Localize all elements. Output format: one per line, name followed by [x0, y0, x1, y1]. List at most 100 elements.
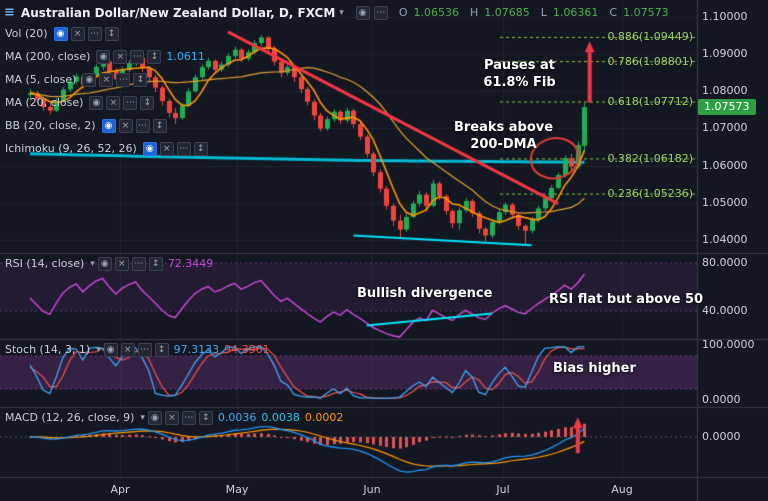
- close-icon[interactable]: ×: [99, 72, 114, 87]
- close-icon[interactable]: ×: [164, 410, 179, 425]
- macd-value: 0.0036: [217, 411, 257, 424]
- stoch-tick: 0.0000: [702, 393, 741, 406]
- chevron-down-icon[interactable]: ▾: [96, 344, 101, 355]
- indicator-row-ma20: MA (20, close) ◉ × ⋯ ↕: [5, 95, 155, 110]
- settings-icon[interactable]: ⋯: [130, 49, 145, 64]
- month-label: Jun: [363, 483, 381, 496]
- move-icon[interactable]: ↕: [154, 342, 169, 357]
- close-value: 1.07573: [623, 6, 669, 19]
- price-tick: 1.09000: [702, 47, 748, 60]
- rsi-legend: RSI (14, close) ▾ ◉ × ⋯ ↕ 72.3449: [5, 256, 213, 271]
- fib-label-0236[interactable]: 0.236(1.05236): [607, 187, 693, 200]
- menu-icon[interactable]: ≡: [4, 5, 15, 20]
- macd-tick: 0.0000: [702, 430, 741, 443]
- move-icon[interactable]: ↕: [104, 26, 119, 41]
- move-icon[interactable]: ↕: [148, 256, 163, 271]
- close-icon[interactable]: ×: [113, 49, 128, 64]
- month-label: May: [225, 483, 249, 496]
- open-value: 1.06536: [413, 6, 460, 19]
- move-icon[interactable]: ↕: [193, 141, 208, 156]
- eye-icon[interactable]: ◉: [89, 95, 104, 110]
- indicator-row-ichimoku: Ichimoku (9, 26, 52, 26) ◉ × ⋯ ↕: [5, 141, 208, 156]
- eye-icon[interactable]: ◉: [101, 118, 116, 133]
- symbol-title[interactable]: Australian Dollar/New Zealand Dollar, D,…: [20, 5, 336, 20]
- eye-icon[interactable]: ◉: [53, 26, 68, 41]
- rsi-tick: 80.0000: [702, 256, 748, 269]
- indicator-row-ma5: MA (5, close) ◉ × ⋯ ↕: [5, 72, 148, 87]
- eye-icon[interactable]: ◉: [142, 141, 157, 156]
- close-icon[interactable]: ×: [159, 141, 174, 156]
- indicator-label[interactable]: Ichimoku (9, 26, 52, 26): [5, 142, 137, 155]
- annotation-breaks-200dma: Breaks above 200-DMA: [446, 119, 561, 153]
- settings-icon[interactable]: ⋯: [131, 256, 146, 271]
- eye-icon[interactable]: ◉: [147, 410, 162, 425]
- chevron-down-icon[interactable]: ▾: [90, 258, 95, 269]
- annotation-line: 61.8% Fib: [483, 75, 556, 90]
- settings-icon[interactable]: ⋯: [135, 118, 150, 133]
- annotation-rsi-flat: RSI flat but above 50: [549, 292, 704, 307]
- indicator-label[interactable]: Vol (20): [5, 27, 48, 40]
- indicator-label[interactable]: MA (5, close): [5, 73, 77, 86]
- fib-label-0382[interactable]: 0.382(1.06182): [607, 152, 693, 165]
- move-icon[interactable]: ↕: [147, 49, 162, 64]
- close-icon[interactable]: ×: [106, 95, 121, 110]
- rsi-tick: 40.0000: [702, 304, 748, 317]
- chart-header: ≡ Australian Dollar/New Zealand Dollar, …: [4, 5, 669, 20]
- settings-icon[interactable]: ⋯: [181, 410, 196, 425]
- price-tick: 1.08000: [702, 84, 748, 97]
- low-value: 1.06361: [552, 6, 599, 19]
- fib-label-0786[interactable]: 0.786(1.08801): [607, 55, 693, 68]
- high-value: 1.07685: [484, 6, 530, 19]
- stoch-d-value: 94.3961: [224, 343, 270, 356]
- close-icon[interactable]: ×: [118, 118, 133, 133]
- eye-icon[interactable]: ◉: [82, 72, 97, 87]
- high-label: H: [470, 6, 479, 19]
- move-icon[interactable]: ↕: [140, 95, 155, 110]
- settings-icon[interactable]: ⋯: [116, 72, 131, 87]
- eye-icon[interactable]: ◉: [97, 256, 112, 271]
- eye-icon[interactable]: ◉: [355, 5, 370, 20]
- rsi-value: 72.3449: [167, 257, 214, 270]
- move-icon[interactable]: ↕: [133, 72, 148, 87]
- macd-label[interactable]: MACD (12, 26, close, 9): [5, 411, 135, 424]
- indicator-label[interactable]: MA (200, close): [5, 50, 91, 63]
- settings-icon[interactable]: ⋯: [87, 26, 102, 41]
- month-label: Jul: [496, 483, 510, 496]
- ma200-value: 1.0611: [166, 50, 205, 63]
- chevron-down-icon[interactable]: ▾: [140, 412, 145, 423]
- fib-label-0618[interactable]: 0.618(1.07712): [607, 95, 693, 108]
- fib-label-0886[interactable]: 0.886(1.09449): [607, 30, 693, 43]
- indicator-row-volume: Vol (20) ◉ × ⋯ ↕: [5, 26, 119, 41]
- open-label: O: [398, 6, 408, 19]
- eye-icon[interactable]: ◉: [96, 49, 111, 64]
- close-icon[interactable]: ×: [120, 342, 135, 357]
- more-icon[interactable]: ⋯: [373, 5, 388, 20]
- settings-icon[interactable]: ⋯: [137, 342, 152, 357]
- close-icon[interactable]: ×: [70, 26, 85, 41]
- month-label: Apr: [110, 483, 130, 496]
- move-icon[interactable]: ↕: [198, 410, 213, 425]
- indicator-label[interactable]: BB (20, close, 2): [5, 119, 96, 132]
- indicator-row-ma200: MA (200, close) ◉ × ⋯ ↕ 1.0611: [5, 49, 205, 64]
- macd-signal-value: 0.0038: [261, 411, 300, 424]
- annotation-bullish-divergence: Bullish divergence: [357, 286, 493, 301]
- rsi-label[interactable]: RSI (14, close): [5, 257, 85, 270]
- indicator-label[interactable]: MA (20, close): [5, 96, 84, 109]
- month-label: Aug: [611, 483, 633, 496]
- settings-icon[interactable]: ⋯: [123, 95, 138, 110]
- close-icon[interactable]: ×: [114, 256, 129, 271]
- settings-icon[interactable]: ⋯: [176, 141, 191, 156]
- stoch-tick: 100.0000: [702, 338, 755, 351]
- indicator-row-bb: BB (20, close, 2) ◉ × ⋯ ↕: [5, 118, 167, 133]
- stoch-label[interactable]: Stoch (14, 3, 1): [5, 343, 91, 356]
- annotation-line: 200-DMA: [470, 137, 537, 152]
- stoch-legend: Stoch (14, 3, 1) ▾ ◉ × ⋯ ↕ 97.3133 94.39…: [5, 342, 270, 357]
- annotation-line: Pauses at: [483, 58, 555, 73]
- eye-icon[interactable]: ◉: [103, 342, 118, 357]
- price-tick: 1.10000: [702, 10, 748, 23]
- annotation-line: Breaks above: [453, 120, 554, 135]
- price-tick: 1.05000: [702, 196, 748, 209]
- chevron-down-icon[interactable]: ▾: [339, 7, 344, 18]
- move-icon[interactable]: ↕: [152, 118, 167, 133]
